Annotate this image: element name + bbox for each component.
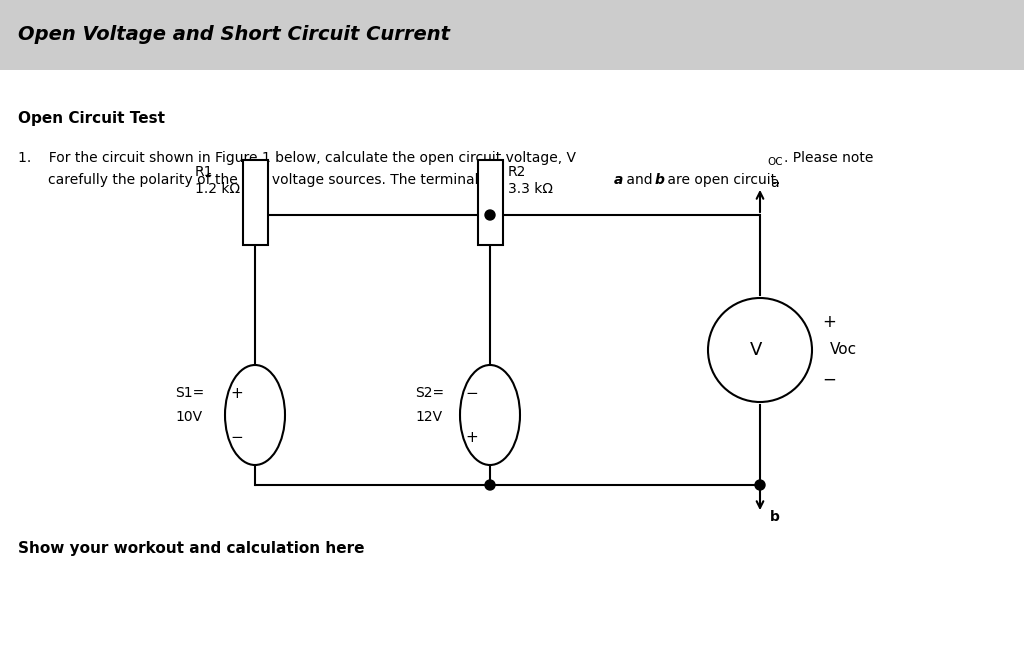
Text: −: − [822,371,836,389]
Text: 3.3 kΩ: 3.3 kΩ [508,182,553,196]
Bar [243,160,267,245]
Text: a: a [614,173,624,187]
Ellipse shape [460,365,520,465]
Text: 12V: 12V [415,410,442,424]
Text: OC: OC [767,157,782,167]
Text: R2: R2 [508,165,526,179]
Text: Open Voltage and Short Circuit Current: Open Voltage and Short Circuit Current [18,25,450,45]
Text: carefully the polarity of the two voltage sources. The terminal: carefully the polarity of the two voltag… [48,173,483,187]
Text: 1.    For the circuit shown in Figure 1 below, calculate the open circuit voltag: 1. For the circuit shown in Figure 1 bel… [18,151,575,165]
Text: 1.2 kΩ: 1.2 kΩ [195,182,240,196]
Text: R1: R1 [195,165,213,179]
Circle shape [485,210,495,220]
Text: S1=: S1= [175,386,204,400]
Text: Open Circuit Test: Open Circuit Test [18,111,165,125]
Text: Voc: Voc [830,342,857,358]
Text: b: b [655,173,665,187]
Text: 10V: 10V [175,410,202,424]
Circle shape [755,480,765,490]
Circle shape [708,298,812,402]
Text: and: and [622,173,657,187]
Text: +: + [466,430,478,444]
Text: a: a [770,176,778,190]
Bar [477,160,503,245]
Ellipse shape [225,365,285,465]
Circle shape [485,480,495,490]
Text: S2=: S2= [415,386,444,400]
Text: . Please note: . Please note [784,151,873,165]
Text: Show your workout and calculation here: Show your workout and calculation here [18,540,365,556]
Text: −: − [230,430,244,444]
Text: +: + [822,313,836,331]
Text: V: V [750,341,762,359]
Text: are open circuit.: are open circuit. [663,173,780,187]
Bar [0,0,1024,70]
Text: b: b [770,510,780,524]
Text: +: + [230,386,244,400]
Text: −: − [466,386,478,400]
